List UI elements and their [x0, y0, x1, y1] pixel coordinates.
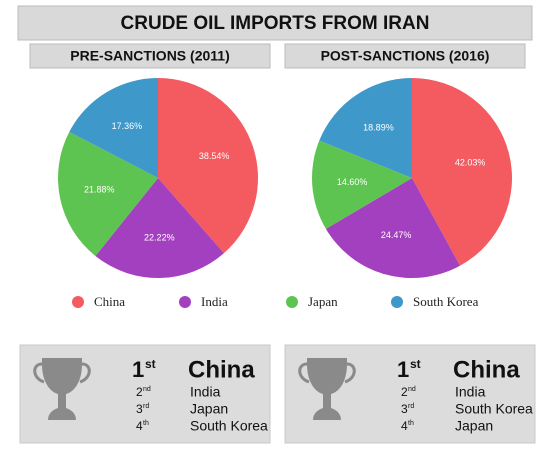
rank-suffix: nd — [143, 386, 151, 393]
rank-number: 2 — [401, 385, 408, 399]
trophy-icon — [33, 358, 91, 420]
pie-slice — [158, 78, 258, 254]
slice-label: 38.54% — [199, 151, 230, 161]
legend-swatch — [72, 296, 84, 308]
pie-slice — [69, 78, 158, 178]
pie-slice — [325, 178, 460, 278]
rank-name: China — [188, 356, 255, 383]
panel-title: PRE-SANCTIONS (2011) — [70, 48, 229, 64]
rank-name: South Korea — [455, 401, 533, 417]
pie-slice — [319, 78, 412, 178]
rank-name: India — [190, 384, 221, 400]
panel-header — [284, 43, 526, 69]
rank-number: 2 — [136, 385, 143, 399]
title-bar — [17, 5, 533, 41]
panel-title: POST-SANCTIONS (2016) — [321, 48, 490, 64]
rank-suffix: nd — [408, 386, 416, 393]
rank-number: 4 — [401, 419, 408, 433]
pie-slice — [95, 178, 224, 278]
rank-number: 4 — [136, 419, 143, 433]
rank-name: South Korea — [190, 418, 268, 434]
slice-label: 18.89% — [363, 123, 394, 133]
panel-header — [29, 43, 271, 69]
legend-swatch — [391, 296, 403, 308]
rank-suffix: st — [145, 357, 156, 371]
slice-label: 22.22% — [144, 232, 175, 242]
slice-label: 42.03% — [455, 158, 486, 168]
slice-label: 14.60% — [337, 177, 368, 187]
rank-suffix: th — [143, 420, 149, 427]
rank-suffix: rd — [408, 403, 414, 410]
trophy-icon — [298, 358, 356, 420]
pie-slice — [412, 78, 512, 266]
rank-name: Japan — [455, 418, 493, 434]
rank-name: Japan — [190, 401, 228, 417]
pie-slice — [311, 140, 412, 229]
legend-label: India — [201, 294, 228, 309]
legend-swatch — [179, 296, 191, 308]
rank-suffix: rd — [143, 403, 149, 410]
rank-suffix: th — [408, 420, 414, 427]
slice-label: 17.36% — [112, 121, 143, 131]
rank-number: 1 — [397, 357, 409, 382]
rank-number: 1 — [132, 357, 144, 382]
slice-label: 24.47% — [381, 230, 412, 240]
rank-suffix: st — [410, 357, 421, 371]
legend-label: South Korea — [413, 294, 479, 309]
rank-number: 3 — [401, 402, 408, 416]
legend-label: China — [94, 294, 125, 309]
title: CRUDE OIL IMPORTS FROM IRAN — [121, 13, 430, 34]
rank-name: China — [453, 356, 520, 383]
legend-swatch — [286, 296, 298, 308]
pie-slice — [57, 131, 158, 257]
slice-label: 21.88% — [84, 185, 115, 195]
legend-label: Japan — [308, 294, 338, 309]
rank-number: 3 — [136, 402, 143, 416]
rank-name: India — [455, 384, 486, 400]
